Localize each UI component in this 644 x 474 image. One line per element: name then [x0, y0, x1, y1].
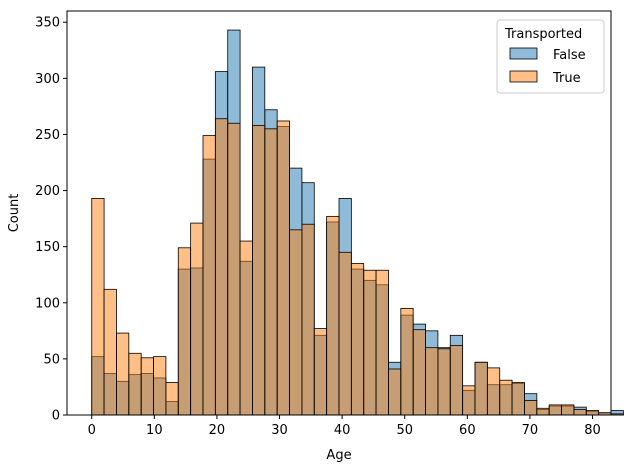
bars-layer [91, 29, 624, 416]
bar-true-34 [511, 382, 525, 416]
legend: Transported False True [496, 19, 605, 94]
bar-true-17 [301, 223, 315, 416]
legend-swatch-true [509, 70, 538, 83]
x-axis-label: Age [326, 448, 351, 463]
bar-true-22 [363, 269, 377, 416]
bar-true-29 [449, 345, 464, 416]
bar-true-42 [610, 413, 624, 416]
bar-true-14 [264, 128, 278, 416]
bar-true-39 [573, 408, 587, 416]
y-tick-label-350: 350 [35, 16, 60, 31]
x-tick-label-20: 20 [209, 423, 226, 438]
y-tick-label-100: 100 [35, 296, 60, 311]
bar-true-32 [486, 367, 501, 416]
bar-true-20 [338, 251, 352, 416]
bar-true-13 [252, 125, 266, 416]
bar-true-4 [140, 357, 154, 416]
bar-true-3 [128, 352, 142, 416]
y-tick-label-300: 300 [35, 72, 60, 87]
y-tick-label-250: 250 [35, 128, 60, 143]
bar-true-28 [437, 348, 451, 416]
bar-true-0 [91, 198, 105, 416]
bar-true-9 [202, 135, 216, 416]
x-tick-label-70: 70 [522, 423, 539, 438]
bar-true-37 [548, 404, 562, 416]
bar-true-7 [177, 247, 192, 416]
bar-true-18 [313, 328, 328, 416]
bar-true-2 [116, 332, 130, 416]
legend-title: Transported [504, 27, 582, 42]
bar-true-1 [103, 288, 117, 416]
bar-true-11 [227, 122, 241, 416]
bar-true-30 [462, 385, 476, 416]
x-tick-label-60: 60 [459, 423, 476, 438]
bar-true-31 [474, 361, 488, 416]
x-tick-label-50: 50 [396, 423, 413, 438]
y-tick-label-150: 150 [35, 240, 60, 255]
bar-true-16 [289, 229, 303, 416]
bar-true-8 [190, 222, 204, 416]
bar-true-36 [536, 407, 550, 416]
legend-label-true: True [552, 71, 581, 86]
y-tick-label-200: 200 [35, 184, 60, 199]
bar-true-40 [585, 410, 600, 416]
x-tick-label-0: 0 [88, 423, 96, 438]
bar-true-21 [350, 263, 365, 416]
x-tick-label-40: 40 [334, 423, 351, 438]
bar-true-27 [425, 347, 439, 416]
bar-true-35 [524, 400, 538, 416]
bar-true-12 [239, 240, 253, 416]
bar-true-26 [412, 329, 426, 416]
legend-swatch-false [509, 47, 538, 60]
y-axis-label: Count [7, 194, 22, 233]
bar-true-5 [153, 356, 167, 416]
bar-true-24 [388, 368, 402, 416]
x-tick-label-10: 10 [146, 423, 163, 438]
ticks-layer: 0 10 20 30 40 50 60 70 80 0 50 100 150 200 250 300 350 [35, 16, 601, 438]
bar-true-15 [276, 120, 290, 416]
bar-true-25 [400, 307, 414, 416]
bar-true-19 [326, 215, 340, 416]
x-tick-label-30: 30 [271, 423, 288, 438]
plot-frame [66, 10, 612, 416]
axes-layer [66, 10, 612, 416]
bar-true-10 [214, 118, 229, 416]
y-tick-label-0: 0 [52, 409, 60, 424]
legend-label-false: False [553, 48, 586, 63]
series-true [91, 118, 624, 416]
x-tick-label-80: 80 [584, 423, 601, 438]
bar-true-6 [165, 382, 179, 416]
bar-true-38 [561, 404, 575, 416]
y-tick-label-50: 50 [43, 352, 60, 367]
bar-true-33 [499, 379, 513, 416]
bar-true-23 [375, 269, 389, 416]
